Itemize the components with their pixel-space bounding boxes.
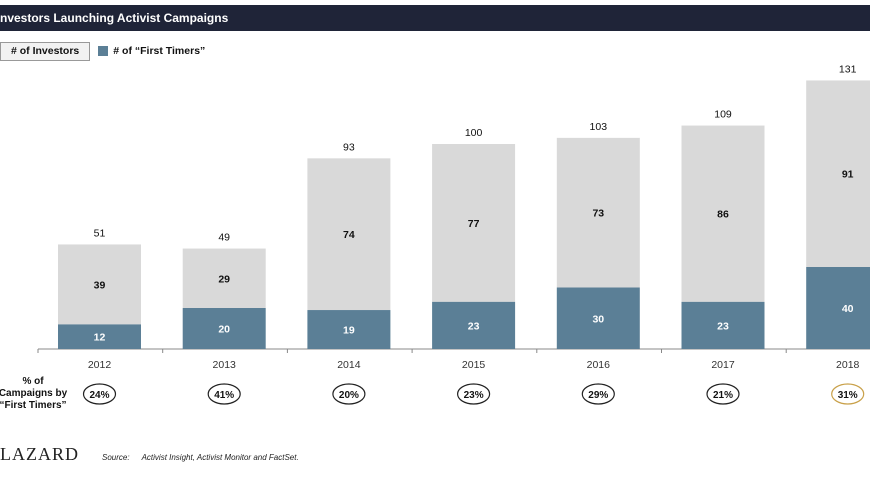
pct-row-label-line-1: Campaigns by [0, 388, 68, 399]
source-text: Activist Insight, Activist Monitor and F… [141, 453, 299, 462]
bar-first-timers-2015 [432, 301, 516, 349]
bar-first-timers-2016 [556, 287, 640, 349]
bar-returning-2013 [182, 248, 266, 308]
pct-value-2014: 20% [339, 390, 359, 401]
legend-item-first-timers: # of “First Timers” [90, 42, 205, 60]
legend-label-investors: # of Investors [11, 45, 80, 57]
title-bar [0, 5, 870, 31]
total-label-2014: 93 [343, 141, 355, 153]
bar-first-timers-2012 [58, 324, 141, 349]
data-label-first-timers-2012: 12 [94, 332, 106, 344]
total-label-2015: 100 [465, 127, 483, 139]
pct-row-label-line-0: % of [22, 376, 44, 387]
data-label-returning-2013: 29 [218, 273, 230, 285]
lazard-logo: LAZARD [0, 444, 79, 464]
x-tick-label-2015: 2015 [462, 359, 486, 371]
pct-oval-2017 [706, 383, 740, 405]
total-label-2018: 131 [839, 63, 857, 75]
pct-oval-2014 [332, 383, 366, 405]
source-label: Source: [102, 453, 130, 462]
data-label-returning-2015: 77 [468, 218, 480, 230]
x-tick-label-2017: 2017 [711, 359, 735, 371]
data-label-returning-2018: 91 [842, 169, 854, 181]
pct-row-label-line-2: “First Timers” [0, 400, 67, 411]
pct-value-2016: 29% [588, 390, 608, 401]
data-label-returning-2012: 39 [94, 279, 106, 291]
bar-returning-2018 [806, 80, 870, 267]
legend-swatch-first-timers [98, 46, 109, 56]
bar-first-timers-2017 [681, 301, 765, 349]
x-tick-label-2012: 2012 [88, 359, 112, 371]
pct-oval-2016 [581, 383, 615, 405]
pct-oval-2018 [831, 383, 865, 405]
total-label-2013: 49 [218, 232, 230, 244]
data-label-first-timers-2017: 23 [717, 320, 729, 332]
pct-oval-2013 [207, 383, 241, 405]
data-label-returning-2017: 86 [717, 209, 729, 221]
pct-value-2018: 31% [838, 390, 858, 401]
data-label-returning-2014: 74 [343, 229, 355, 241]
data-label-first-timers-2018: 40 [842, 303, 854, 315]
bar-returning-2016 [556, 137, 640, 288]
bar-first-timers-2018 [806, 267, 870, 349]
total-label-2012: 51 [94, 227, 106, 239]
legend-item-investors: # of Investors [0, 41, 91, 61]
data-label-first-timers-2014: 19 [343, 325, 355, 337]
pct-value-2017: 21% [713, 390, 733, 401]
legend: # of Investors # of “First Timers” [0, 41, 205, 61]
pct-value-2015: 23% [464, 390, 484, 401]
bar-first-timers-2014 [307, 310, 391, 349]
pct-oval-2012 [82, 383, 117, 405]
pct-value-2012: 24% [89, 390, 109, 401]
bar-first-timers-2013 [182, 308, 266, 349]
bar-returning-2015 [432, 144, 516, 302]
bar-returning-2017 [681, 125, 765, 302]
x-tick-label-2016: 2016 [587, 359, 611, 371]
pct-oval-2015 [457, 383, 491, 405]
pct-value-2013: 41% [214, 390, 234, 401]
bar-returning-2012 [58, 244, 141, 325]
data-label-returning-2016: 73 [592, 208, 604, 220]
data-label-first-timers-2013: 20 [218, 324, 230, 336]
x-tick-label-2013: 2013 [213, 359, 237, 371]
source-note: Source: Activist Insight, Activist Monito… [102, 453, 299, 462]
chart-title: nvestors Launching Activist Campaigns [0, 11, 229, 25]
total-label-2016: 103 [590, 121, 608, 133]
data-label-first-timers-2016: 30 [592, 313, 604, 325]
legend-label-first-timers: # of “First Timers” [113, 45, 206, 57]
data-label-first-timers-2015: 23 [468, 320, 480, 332]
x-tick-label-2014: 2014 [337, 359, 361, 371]
x-tick-label-2018: 2018 [836, 359, 860, 371]
bar-returning-2014 [307, 158, 391, 311]
total-label-2017: 109 [714, 109, 732, 121]
